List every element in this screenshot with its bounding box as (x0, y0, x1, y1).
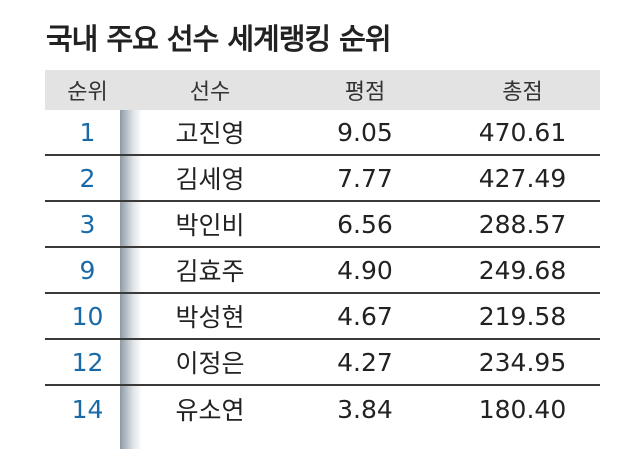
table-cell: 김효주 (175, 257, 245, 286)
header-row: 순위 선수 평점 총점 (45, 70, 600, 110)
table-row: 1 고진영 9.05 470.61 (45, 110, 600, 156)
table-cell: 9.05 (337, 117, 393, 147)
table-cell: 180.40 (478, 394, 567, 424)
table-cell: 3.84 (337, 394, 393, 424)
header-cell: 총점 (502, 80, 543, 105)
table-cell: 4.27 (337, 347, 393, 377)
table-row: 12 이정은 4.27 234.95 (45, 340, 600, 386)
table-cell: 288.57 (478, 209, 567, 239)
table-cell: 219.58 (478, 301, 567, 331)
table-cell: 14 (71, 394, 104, 424)
table-cell: 10 (71, 301, 104, 331)
title: 국내 주요 선수 세계랭킹 순위 (46, 22, 392, 56)
table-cell: 470.61 (478, 117, 567, 147)
table-cell: 234.95 (478, 347, 567, 377)
table-cell: 9 (79, 255, 96, 285)
table-cell: 박인비 (175, 211, 245, 240)
table-cell: 김세영 (175, 165, 245, 194)
table-cell: 4.67 (337, 301, 393, 331)
table-cell: 3 (79, 209, 96, 239)
ranking-table: 순위 선수 평점 총점 1 고진영 9.05 470.61 2 김세영 7.77 427.49 3 박인비… (45, 70, 600, 432)
header-cell: 순위 (67, 80, 108, 105)
table-cell: 1 (79, 117, 96, 147)
table-row: 10 박성현 4.67 219.58 (45, 294, 600, 340)
header-cell: 선수 (189, 80, 231, 105)
table-cell: 고진영 (175, 119, 245, 148)
table-cell: 4.90 (337, 255, 393, 285)
table-cell: 6.56 (337, 209, 393, 239)
table-row: 3 박인비 6.56 288.57 (45, 202, 600, 248)
header-cell: 평점 (344, 80, 386, 105)
table-cell: 427.49 (478, 163, 567, 193)
column-shade (120, 110, 142, 449)
table-cell: 12 (71, 347, 104, 377)
table-cell: 유소연 (175, 396, 245, 425)
table-cell: 249.68 (478, 255, 567, 285)
table-row: 9 김효주 4.90 249.68 (45, 248, 600, 294)
table-cell: 2 (79, 163, 96, 193)
table-cell: 박성현 (175, 303, 245, 332)
table-cell: 7.77 (337, 163, 393, 193)
table-cell: 이정은 (175, 349, 245, 378)
table-row: 2 김세영 7.77 427.49 (45, 156, 600, 202)
table-row: 14 유소연 3.84 180.40 (45, 386, 600, 432)
